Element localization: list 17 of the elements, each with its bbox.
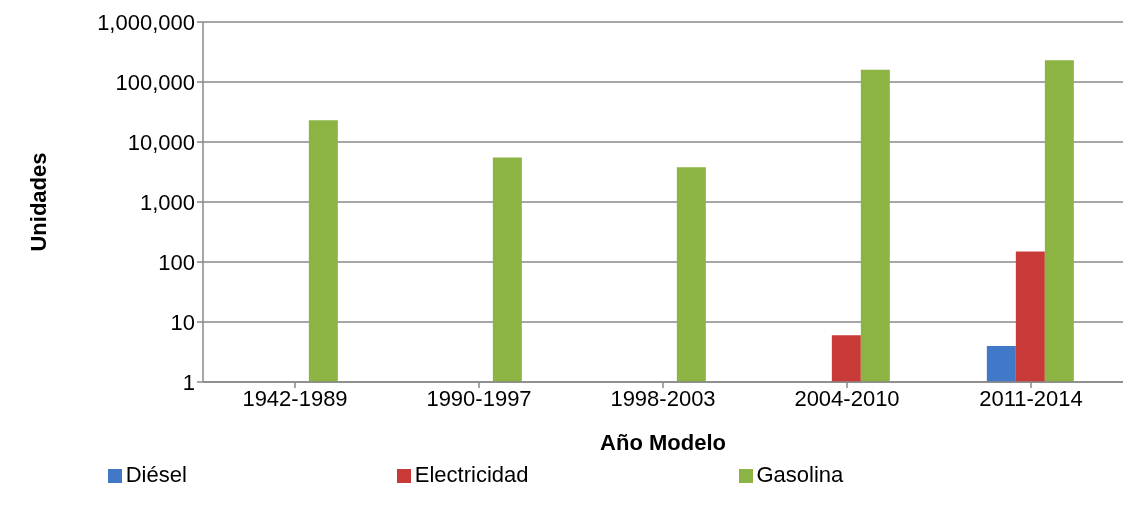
y-axis-title: Unidades bbox=[25, 152, 51, 252]
legend-label: Diésel bbox=[125, 462, 187, 487]
y-tick-label: 1,000 bbox=[139, 189, 195, 215]
y-tick-label: 100,000 bbox=[115, 69, 195, 95]
legend-label: Gasolina bbox=[756, 462, 844, 487]
y-tick-label: 10,000 bbox=[127, 129, 195, 155]
x-tick-label: 1990-1997 bbox=[426, 385, 532, 411]
y-tick-label: 1 bbox=[182, 369, 195, 395]
legend-label: Electricidad bbox=[414, 462, 529, 487]
y-tick-label: 1,000,000 bbox=[97, 9, 195, 35]
y-tick-label: 100 bbox=[158, 249, 195, 275]
x-axis-title: Año Modelo bbox=[600, 430, 726, 455]
x-tick-label: 2011-2014 bbox=[979, 385, 1083, 411]
x-tick-label: 1998-2003 bbox=[610, 385, 716, 411]
y-tick-label: 10 bbox=[170, 309, 195, 335]
x-tick-label: 2004-2010 bbox=[794, 385, 900, 411]
x-tick-label: 1942-1989 bbox=[242, 385, 348, 411]
